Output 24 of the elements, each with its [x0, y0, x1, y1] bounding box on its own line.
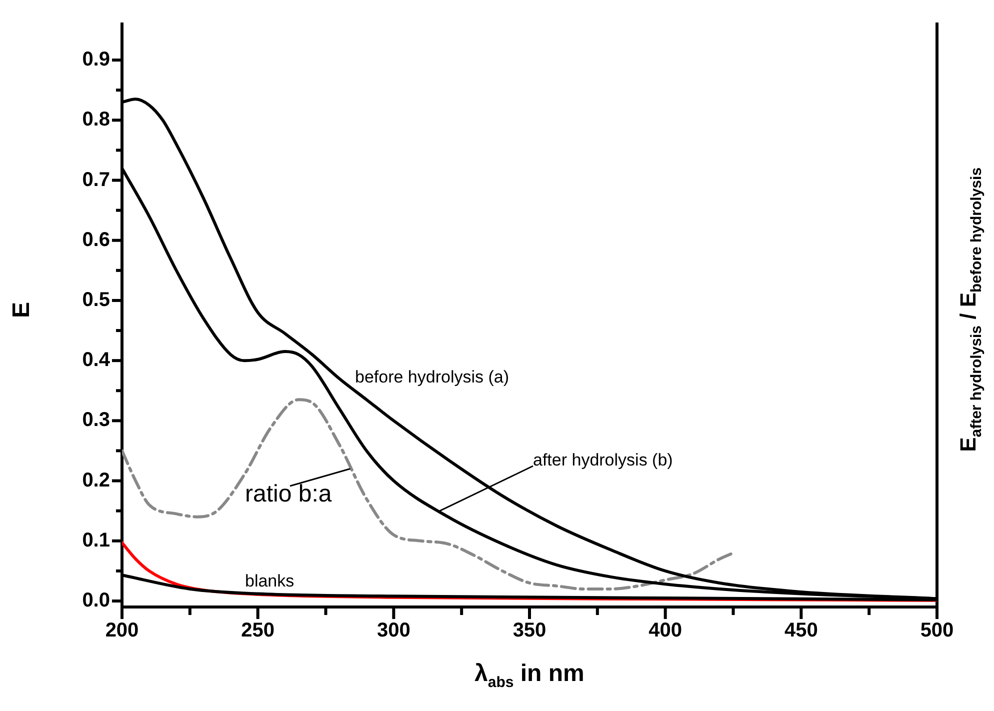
x-tick-label: 400 — [648, 620, 682, 642]
y-axis-title: E — [8, 301, 36, 318]
y-tick-label: 0.1 — [82, 529, 110, 552]
annotation: after hydrolysis (b) — [533, 450, 673, 470]
x-tick-label: 300 — [376, 620, 410, 642]
y-tick-label: 0.5 — [82, 288, 110, 311]
y-tick-label: 0.4 — [82, 349, 111, 372]
y-tick-label: 0.9 — [82, 48, 110, 71]
x-tick-label: 250 — [241, 620, 275, 642]
x-tick-label: 350 — [512, 620, 546, 642]
y-tick-label: 0.6 — [82, 228, 110, 251]
text: 0.0 — [82, 590, 110, 612]
x-tick-label: 450 — [784, 620, 818, 642]
y-tick-label: 0.7 — [82, 168, 110, 191]
x-tick-label: 200 — [105, 620, 139, 642]
line-series — [122, 398, 735, 590]
y-tick-label: 0.3 — [82, 409, 110, 432]
annotation: before hydrolysis (a) — [355, 368, 510, 387]
y-tick-label: 0.8 — [82, 108, 110, 131]
y-tick-label: 0.2 — [82, 469, 110, 492]
x-axis-title: λ$_{abs}$ in nm — [474, 660, 584, 691]
annotation: ratio b:a — [245, 480, 332, 508]
annotation: blanks — [245, 572, 294, 591]
x-tick-label: 500 — [920, 620, 954, 642]
